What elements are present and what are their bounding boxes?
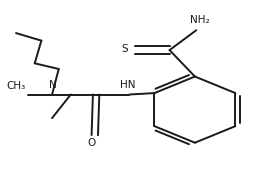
Text: NH₂: NH₂ — [190, 15, 210, 25]
Text: CH₃: CH₃ — [7, 81, 26, 91]
Text: N: N — [49, 80, 57, 90]
Text: HN: HN — [120, 80, 136, 90]
Text: O: O — [88, 138, 96, 148]
Text: S: S — [121, 44, 128, 54]
